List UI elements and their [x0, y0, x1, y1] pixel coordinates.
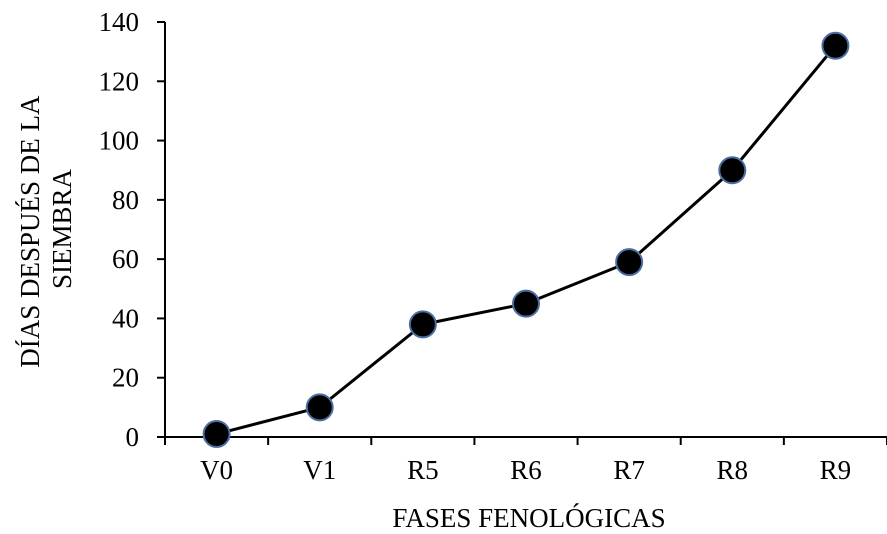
y-tick-label: 120 [99, 66, 140, 96]
y-tick-label: 40 [112, 303, 139, 333]
y-tick-label: 100 [99, 126, 140, 156]
data-point-marker [408, 310, 437, 339]
data-point-marker [718, 156, 747, 185]
x-tick-label: V1 [303, 455, 336, 485]
data-point-marker [202, 420, 231, 449]
x-axis-title: FASES FENOLÓGICAS [392, 503, 665, 533]
y-tick-label: 140 [99, 7, 140, 37]
x-tick-label: R5 [407, 455, 439, 485]
y-tick-label: 20 [112, 363, 139, 393]
y-axis-title-line-2: SIEMBRA [47, 168, 77, 289]
x-tick-label: R9 [820, 455, 852, 485]
y-axis-title-line-1: DÍAS DESPUÉS DE LA [15, 95, 45, 368]
series-line [216, 44, 837, 436]
x-tick-label: R7 [613, 455, 645, 485]
x-tick-label: R8 [717, 455, 749, 485]
series [202, 31, 850, 449]
data-point-marker [821, 31, 850, 60]
y-tick-label: 0 [126, 422, 140, 452]
data-point-marker [615, 248, 644, 277]
data-point-marker [512, 289, 540, 318]
x-tick-label: R6 [510, 455, 542, 485]
y-tick-label: 80 [112, 185, 139, 215]
y-tick-label: 60 [112, 244, 139, 274]
y-axis: 0 20 40 60 80 100 120 140 [99, 7, 166, 452]
data-point-marker [305, 393, 334, 422]
x-tick-label: V0 [200, 455, 233, 485]
x-axis: V0 V1 R5 R6 R7 R8 R9 [164, 436, 887, 485]
y-axis-title: DÍAS DESPUÉS DE LA SIEMBRA [15, 90, 77, 368]
